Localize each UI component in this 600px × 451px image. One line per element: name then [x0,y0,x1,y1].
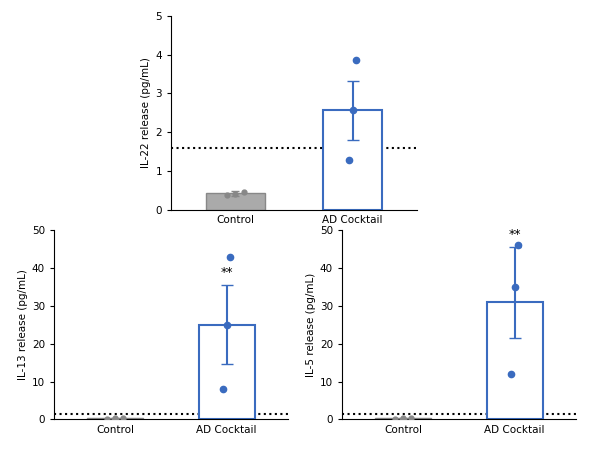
Y-axis label: IL-22 release (pg/mL): IL-22 release (pg/mL) [141,57,151,168]
Bar [376,418,431,419]
Bar [88,418,143,419]
Y-axis label: IL-13 release (pg/mL): IL-13 release (pg/mL) [17,269,28,380]
Text: **: ** [220,266,233,279]
Bar [206,193,265,210]
Y-axis label: IL-5 release (pg/mL): IL-5 release (pg/mL) [305,272,316,377]
Bar [323,110,382,210]
Text: **: ** [508,228,521,241]
Bar [199,325,254,419]
Bar [487,302,542,419]
